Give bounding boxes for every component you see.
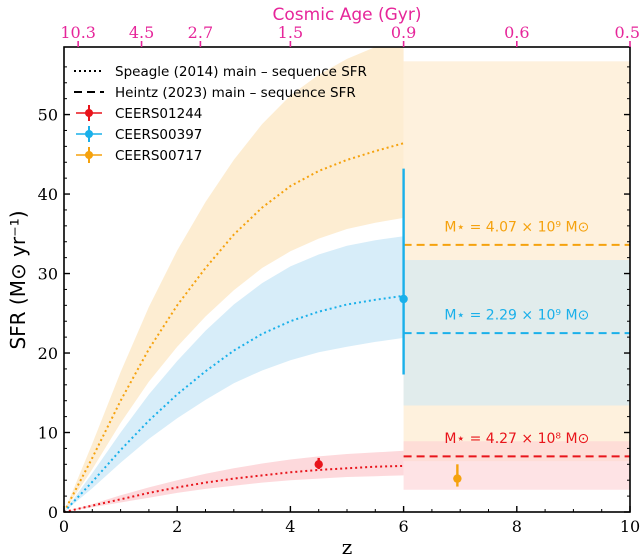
top-axis-label: Cosmic Age (Gyr) [273, 5, 422, 25]
legend-swatch-marker [85, 151, 93, 159]
x-tick-label: 10 [620, 517, 640, 536]
data-point-ceers00397 [399, 294, 408, 304]
speagle-line-ceers00717 [63, 142, 404, 513]
legend-swatch-marker [85, 109, 93, 117]
top-axis: 10.3 4.5 2.7 1.5 0.9 0.6 0.5 [60, 23, 640, 47]
x-tick-label: 2 [172, 517, 182, 536]
legend-label: CEERS00717 [115, 148, 202, 164]
y-tick-label: 30 [38, 265, 58, 284]
top-tick-label: 0.6 [504, 23, 529, 42]
y-tick-label: 50 [38, 106, 58, 125]
left-axis: 0 10 20 30 40 50 [38, 66, 630, 522]
x-tick-label: 4 [285, 517, 295, 536]
heintz-band-ceers01244 [403, 441, 630, 490]
top-tick-label: 10.3 [60, 23, 96, 42]
data-point-ceers01244 [314, 460, 323, 469]
data-point-ceers00717 [453, 474, 462, 483]
curve-layer [63, 142, 630, 513]
top-tick-label: 4.5 [129, 23, 154, 42]
legend-label: CEERS01244 [115, 106, 202, 122]
mass-label-ceers00397: M⋆ = 2.29 × 10⁹ M⊙ [444, 308, 589, 324]
x-tick-label: 6 [399, 517, 409, 536]
x-tick-label: 8 [512, 517, 522, 536]
legend: Speagle (2014) main – sequence SFR Heintz… [74, 64, 367, 164]
point-layer [314, 168, 462, 487]
mass-label-ceers01244: M⋆ = 4.27 × 10⁸ M⊙ [444, 431, 589, 447]
bottom-axis: 0 2 4 6 8 10 [59, 506, 640, 536]
speagle-band-ceers00717 [64, 47, 404, 512]
top-tick-label: 1.5 [278, 23, 303, 42]
x-axis-label: z [342, 535, 353, 559]
band-layer [64, 47, 630, 512]
y-tick-label: 20 [38, 344, 58, 363]
y-tick-label: 0 [48, 503, 58, 522]
speagle-band-ceers00397 [64, 236, 404, 512]
legend-label: CEERS00397 [115, 127, 202, 143]
top-tick-label: 0.9 [391, 23, 416, 42]
y-tick-label: 40 [38, 185, 58, 204]
top-tick-label: 2.7 [188, 23, 213, 42]
x-tick-label: 0 [59, 517, 69, 536]
annotation-layer: M⋆ = 4.07 × 10⁹ M⊙ M⋆ = 2.29 × 10⁹ M⊙ M⋆ =… [444, 219, 589, 446]
speagle-line-ceers01244 [63, 464, 404, 513]
legend-label: Speagle (2014) main – sequence SFR [115, 64, 367, 80]
y-axis-label: SFR (M⊙ yr⁻¹) [6, 210, 30, 349]
top-tick-label: 0.5 [615, 23, 640, 42]
legend-label: Heintz (2023) main – sequence SFR [115, 85, 356, 101]
y-tick-label: 10 [38, 424, 58, 443]
legend-swatch-marker [85, 130, 93, 138]
mass-label-ceers00717: M⋆ = 4.07 × 10⁹ M⊙ [444, 219, 589, 235]
